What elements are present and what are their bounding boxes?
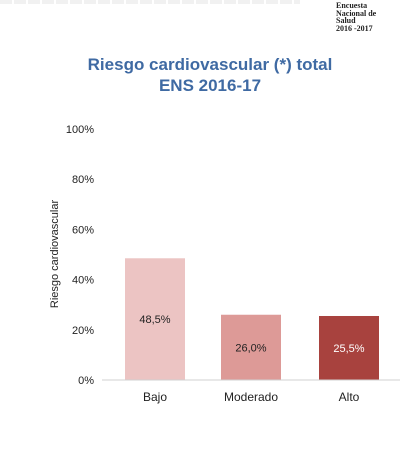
survey-logo: Encuesta Nacional de Salud 2016 -2017 (336, 2, 420, 32)
logo-line-2: Nacional de (336, 8, 377, 18)
y-tick-label: 80% (72, 174, 94, 186)
x-category-label: Alto (339, 390, 360, 404)
chart-title: Riesgo cardiovascular (*) total ENS 2016… (0, 54, 420, 96)
y-axis-label: Riesgo cardiovascular (49, 200, 61, 309)
chart-title-line-1: Riesgo cardiovascular (*) total (87, 55, 333, 74)
category-labels: Bajo Moderado Alto (143, 390, 360, 404)
bar-value-label: 25,5% (333, 343, 364, 355)
bar (125, 258, 185, 380)
y-tick-label: 60% (72, 224, 94, 236)
bar-value-label: 26,0% (235, 342, 266, 354)
y-tick-label: 40% (72, 275, 94, 287)
chart-title-line-2: ENS 2016-17 (158, 76, 262, 95)
y-tick-label: 0% (78, 375, 94, 387)
y-axis-ticks: 0% 20% 40% 60% 80% 100% (66, 124, 94, 387)
x-category-label: Moderado (224, 390, 278, 404)
logo-line-1: Encuesta (336, 1, 368, 10)
bar-value-label: 48,5% (139, 314, 170, 326)
y-tick-label: 20% (72, 325, 94, 337)
logo-line-4: 2016 -2017 (336, 23, 373, 33)
logo-line-3: Salud (336, 16, 356, 25)
bar (319, 315, 379, 380)
value-labels: 48,5% 26,0% 25,5% (139, 314, 364, 355)
x-category-label: Bajo (143, 390, 167, 404)
y-tick-label: 100% (66, 124, 94, 136)
bars (125, 258, 379, 380)
bar (221, 314, 281, 380)
top-strip (0, 0, 300, 4)
